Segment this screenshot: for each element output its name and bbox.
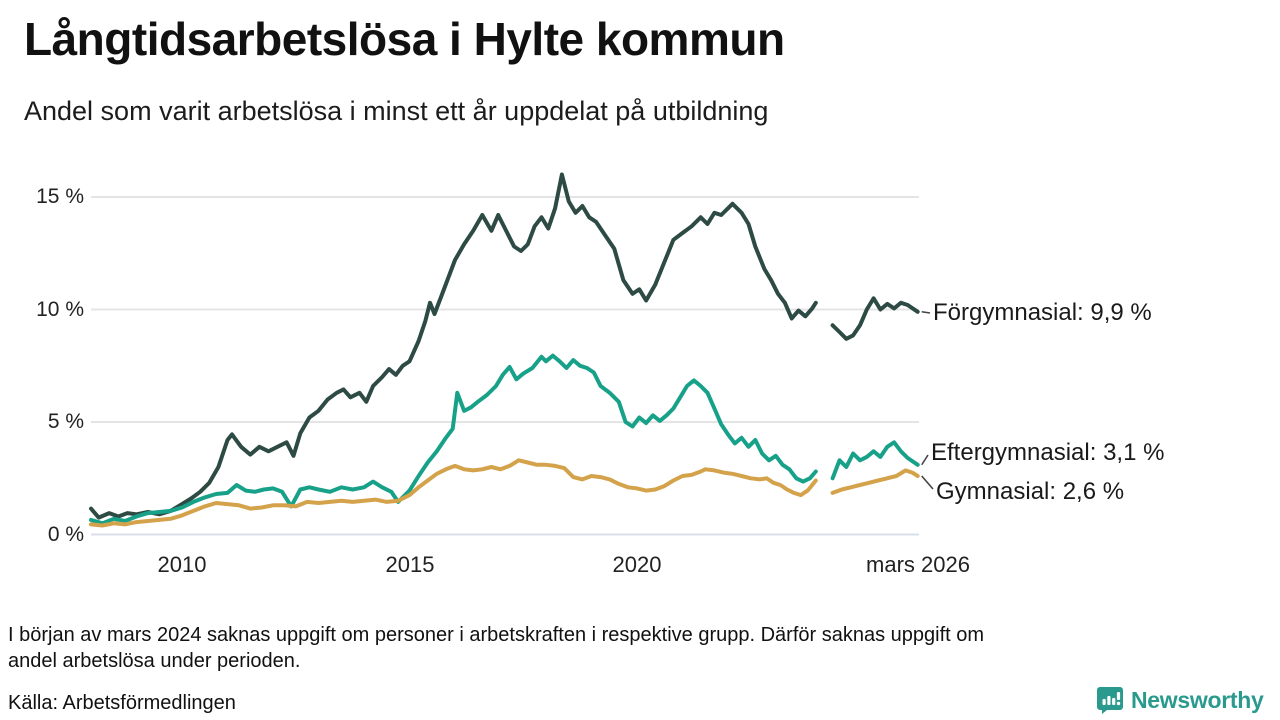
page-title: Långtidsarbetslösa i Hylte kommun [24, 13, 785, 65]
branding: Newsworthy [1096, 686, 1264, 714]
y-tick-0: 0 % [47, 522, 84, 546]
y-tick-15: 15 % [36, 185, 84, 208]
x-tick-mars-2026: mars 2026 [866, 552, 970, 577]
page-subtitle: Andel som varit arbetslösa i minst ett å… [24, 96, 769, 126]
series-label-eftergymnasial: Eftergymnasial: 3,1 % [931, 439, 1165, 466]
x-tick-2015: 2015 [385, 552, 435, 577]
series-line-förgymnasial-seg2 [830, 296, 920, 341]
series-line-gymnasial-seg1 [89, 458, 818, 528]
footnote-line-2: andel arbetslösa under perioden. [8, 650, 301, 672]
newsworthy-logo-icon [1097, 687, 1123, 714]
series-line-gymnasial-seg2 [830, 468, 920, 495]
label-connector-gymnasial [921, 475, 934, 490]
y-tick-5: 5 % [47, 410, 84, 433]
series-label-forgymnasial: Förgymnasial: 9,9 % [933, 299, 1152, 326]
x-tick-2010: 2010 [157, 552, 207, 577]
series-line-förgymnasial-seg1 [89, 172, 818, 520]
series-label-gymnasial: Gymnasial: 2,6 % [936, 478, 1125, 505]
series-line-eftergymnasial-seg2 [830, 440, 920, 481]
newsworthy-wordmark: Newsworthy [1131, 686, 1264, 713]
chart-canvas [89, 172, 934, 536]
x-tick-2020: 2020 [612, 552, 662, 577]
label-connector-eftergymnasial [921, 454, 929, 466]
footnote: I början av mars 2024 saknas uppgift om … [8, 622, 1248, 674]
series-line-eftergymnasial-seg1 [89, 353, 818, 526]
y-tick-10: 10 % [36, 297, 84, 321]
label-connector-förgymnasial [921, 310, 931, 314]
footnote-line-1: I början av mars 2024 saknas uppgift om … [8, 624, 985, 646]
source-credit: Källa: Arbetsförmedlingen [8, 692, 236, 714]
